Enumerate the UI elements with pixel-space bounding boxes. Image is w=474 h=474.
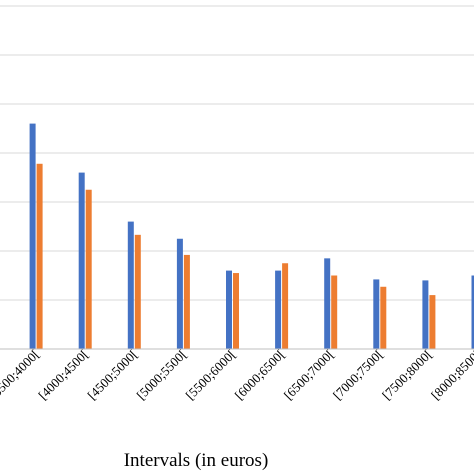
bar-[4500;5000[	[127, 221, 134, 349]
x-tick-label: [6000;6500[	[232, 347, 288, 403]
bar-[4500;5000[	[134, 234, 141, 349]
x-tick-label: [5500;6000[	[183, 347, 239, 403]
bars	[29, 123, 474, 349]
bar-[6000;6500[	[275, 270, 282, 349]
bar-[7000;7500[	[373, 279, 380, 349]
bar-[8000;8500[	[471, 275, 474, 349]
x-tick-label: [4500;5000[	[84, 347, 140, 403]
bar-[4000;4500[	[85, 189, 92, 349]
bar-[5500;6000[	[233, 273, 239, 349]
gridlines	[0, 5, 474, 301]
bar-[3500;4000[	[29, 123, 36, 349]
bar-[5500;6000[	[226, 270, 232, 349]
bar-[5000;5500[	[183, 254, 190, 349]
bar-[7000;7500[	[380, 286, 387, 349]
bar-[7500;8000[	[422, 280, 429, 349]
x-tick-labels: [3000;3500[[3500;4000[[4000;4500[[4500;5…	[0, 347, 474, 403]
x-tick-label: [3500;4000[	[0, 347, 42, 403]
x-tick-label: [8000;8500[	[428, 347, 474, 403]
x-axis-label: Intervals (in euros)	[124, 450, 269, 471]
bar-[6500;7000[	[331, 275, 338, 349]
bar-[3500;4000[	[36, 163, 43, 349]
x-tick-label: [6500;7000[	[281, 347, 337, 403]
bar-[7500;8000[	[429, 295, 436, 349]
x-tick-label: [7000;7500[	[330, 347, 386, 403]
x-tick-label: [5000;5500[	[133, 347, 189, 403]
x-tick-label: [7500;8000[	[379, 347, 435, 403]
x-tick-label: [4000;4500[	[35, 347, 91, 403]
bar-[4000;4500[	[78, 172, 85, 349]
bar-[5000;5500[	[176, 238, 183, 349]
bar-[6500;7000[	[324, 258, 331, 349]
bar-[6000;6500[	[282, 263, 289, 349]
